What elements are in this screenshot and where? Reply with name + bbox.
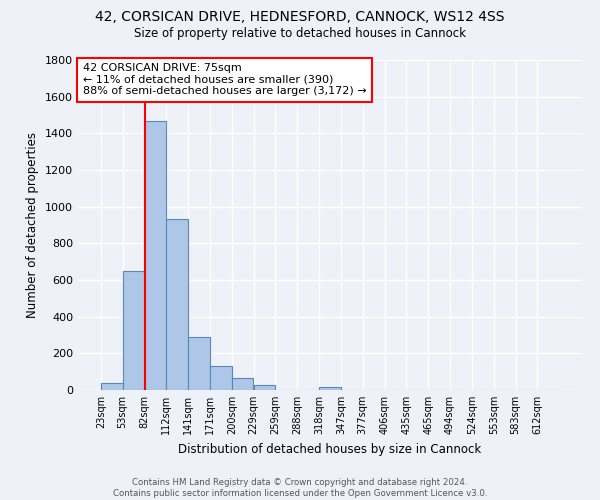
X-axis label: Distribution of detached houses by size in Cannock: Distribution of detached houses by size … [178,442,482,456]
Text: 42, CORSICAN DRIVE, HEDNESFORD, CANNOCK, WS12 4SS: 42, CORSICAN DRIVE, HEDNESFORD, CANNOCK,… [95,10,505,24]
Text: Contains HM Land Registry data © Crown copyright and database right 2024.
Contai: Contains HM Land Registry data © Crown c… [113,478,487,498]
Bar [232,378,253,390]
Bar [254,386,275,390]
Bar [123,271,145,390]
Bar [319,387,341,390]
Bar [188,337,210,390]
Bar [101,382,122,390]
Bar [166,218,188,390]
Y-axis label: Number of detached properties: Number of detached properties [26,132,40,318]
Text: 42 CORSICAN DRIVE: 75sqm
← 11% of detached houses are smaller (390)
88% of semi-: 42 CORSICAN DRIVE: 75sqm ← 11% of detach… [83,64,367,96]
Text: Size of property relative to detached houses in Cannock: Size of property relative to detached ho… [134,28,466,40]
Bar [210,366,232,390]
Bar [145,120,166,390]
